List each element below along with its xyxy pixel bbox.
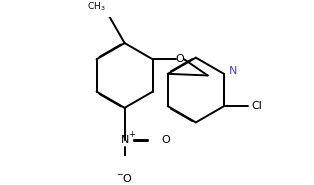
Text: CH$_3$: CH$_3$ [87,1,106,13]
Text: N: N [229,66,237,76]
Text: N: N [121,135,129,145]
Text: O: O [176,54,185,64]
Text: O: O [161,135,170,145]
Text: +: + [128,130,135,139]
Text: Cl: Cl [252,101,262,111]
Text: $^{-}$O: $^{-}$O [116,172,133,184]
